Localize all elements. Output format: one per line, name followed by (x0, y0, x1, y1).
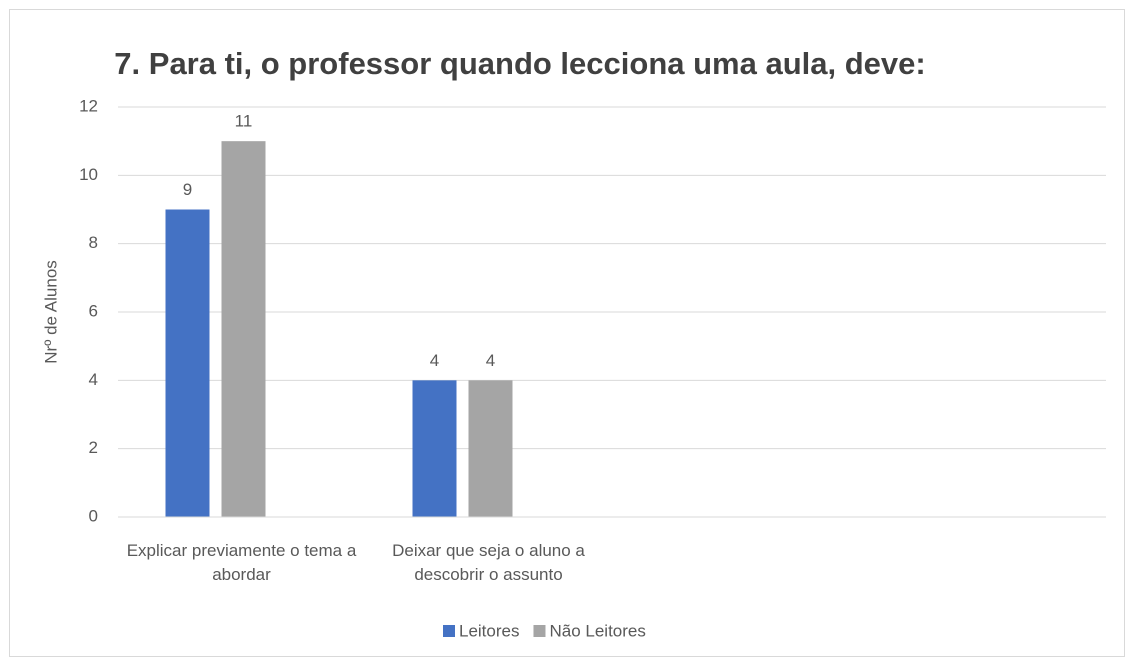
legend-swatch (443, 625, 455, 637)
y-tick-label: 4 (89, 370, 98, 389)
y-tick-label: 6 (89, 301, 98, 320)
legend-label: Não Leitores (549, 621, 645, 640)
data-label: 4 (486, 351, 495, 370)
x-tick-label: Explicar previamente o tema a abordar (126, 541, 357, 584)
y-axis-label: Nrº de Alunos (41, 260, 60, 364)
bar (165, 209, 210, 517)
data-label: 11 (235, 112, 253, 131)
legend-label: Leitores (459, 621, 519, 640)
x-tick-label-box: Explicar previamente o tema a abordar (126, 541, 357, 584)
chart-title: 7. Para ti, o professor quando lecciona … (114, 46, 925, 81)
y-tick-label: 12 (79, 96, 98, 115)
y-tick-label: 0 (89, 506, 98, 525)
bar (412, 380, 457, 517)
bar (468, 380, 513, 517)
y-tick-label: 8 (89, 233, 98, 252)
x-tick-label-box: Deixar que seja o aluno a descobrir o as… (392, 541, 585, 584)
x-tick-label: Deixar que seja o aluno a descobrir o as… (392, 541, 585, 584)
data-label: 9 (183, 180, 192, 199)
y-tick-label: 2 (89, 438, 98, 457)
bar (221, 141, 266, 517)
legend-swatch (533, 625, 546, 637)
data-label: 4 (430, 351, 439, 370)
y-tick-label: 10 (79, 165, 98, 184)
